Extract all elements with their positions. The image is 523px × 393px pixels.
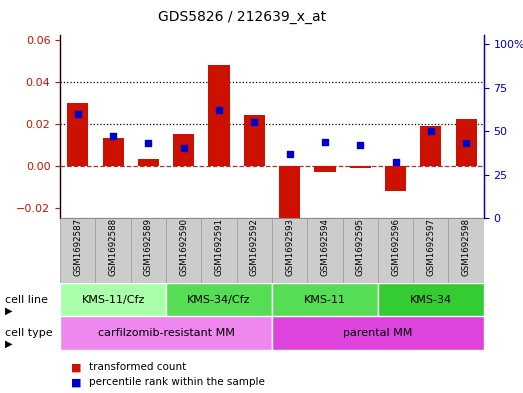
Text: cell line: cell line	[5, 295, 48, 305]
Point	[74, 110, 82, 117]
Bar	[343, 218, 378, 283]
Text: KMS-11: KMS-11	[304, 295, 346, 305]
Text: GSM1692597: GSM1692597	[426, 218, 435, 276]
Bar	[314, 165, 336, 172]
Bar	[173, 134, 195, 165]
Bar	[208, 65, 230, 165]
Bar	[60, 283, 166, 316]
Bar	[138, 159, 159, 165]
Text: GSM1692593: GSM1692593	[285, 218, 294, 276]
Bar	[166, 283, 272, 316]
Text: ■: ■	[71, 377, 81, 387]
Point	[144, 140, 153, 147]
Point	[462, 140, 470, 147]
Point	[356, 142, 365, 148]
Text: GSM1692590: GSM1692590	[179, 218, 188, 276]
Bar	[272, 218, 308, 283]
Text: GSM1692594: GSM1692594	[321, 218, 329, 276]
Text: GSM1692589: GSM1692589	[144, 218, 153, 276]
Point	[286, 151, 294, 157]
Bar	[385, 165, 406, 191]
Bar	[449, 218, 484, 283]
Point	[215, 107, 223, 113]
Bar	[60, 218, 95, 283]
Text: cell type: cell type	[5, 328, 53, 338]
Bar	[420, 126, 441, 165]
Point	[250, 119, 258, 125]
Bar	[272, 316, 484, 350]
Point	[321, 138, 329, 145]
Text: GSM1692587: GSM1692587	[73, 218, 82, 276]
Bar	[103, 138, 123, 165]
Point	[109, 133, 117, 140]
Point	[179, 145, 188, 152]
Text: percentile rank within the sample: percentile rank within the sample	[89, 377, 265, 387]
Bar	[279, 165, 300, 218]
Bar	[236, 218, 272, 283]
Text: GDS5826 / 212639_x_at: GDS5826 / 212639_x_at	[158, 10, 326, 24]
Bar	[60, 316, 272, 350]
Bar	[272, 283, 378, 316]
Bar	[456, 119, 476, 165]
Text: ■: ■	[71, 362, 81, 373]
Text: carfilzomib-resistant MM: carfilzomib-resistant MM	[98, 328, 234, 338]
Bar	[413, 218, 449, 283]
Text: GSM1692598: GSM1692598	[462, 218, 471, 276]
Text: GSM1692592: GSM1692592	[250, 218, 259, 276]
Text: transformed count: transformed count	[89, 362, 186, 373]
Bar	[378, 218, 413, 283]
Bar	[67, 103, 88, 165]
Bar	[131, 218, 166, 283]
Bar	[307, 218, 343, 283]
Text: GSM1692588: GSM1692588	[109, 218, 118, 276]
Bar	[349, 165, 371, 168]
Text: KMS-34/Cfz: KMS-34/Cfz	[187, 295, 251, 305]
Text: GSM1692591: GSM1692591	[214, 218, 223, 276]
Bar	[378, 283, 484, 316]
Text: GSM1692595: GSM1692595	[356, 218, 365, 276]
Text: parental MM: parental MM	[343, 328, 413, 338]
Text: KMS-34: KMS-34	[410, 295, 452, 305]
Text: GSM1692596: GSM1692596	[391, 218, 400, 276]
Bar	[244, 115, 265, 165]
Bar	[166, 218, 201, 283]
Point	[427, 128, 435, 134]
Text: KMS-11/Cfz: KMS-11/Cfz	[82, 295, 145, 305]
Point	[391, 159, 400, 165]
Text: ▶: ▶	[5, 339, 13, 349]
Text: ▶: ▶	[5, 306, 13, 316]
Bar	[95, 218, 131, 283]
Bar	[201, 218, 236, 283]
